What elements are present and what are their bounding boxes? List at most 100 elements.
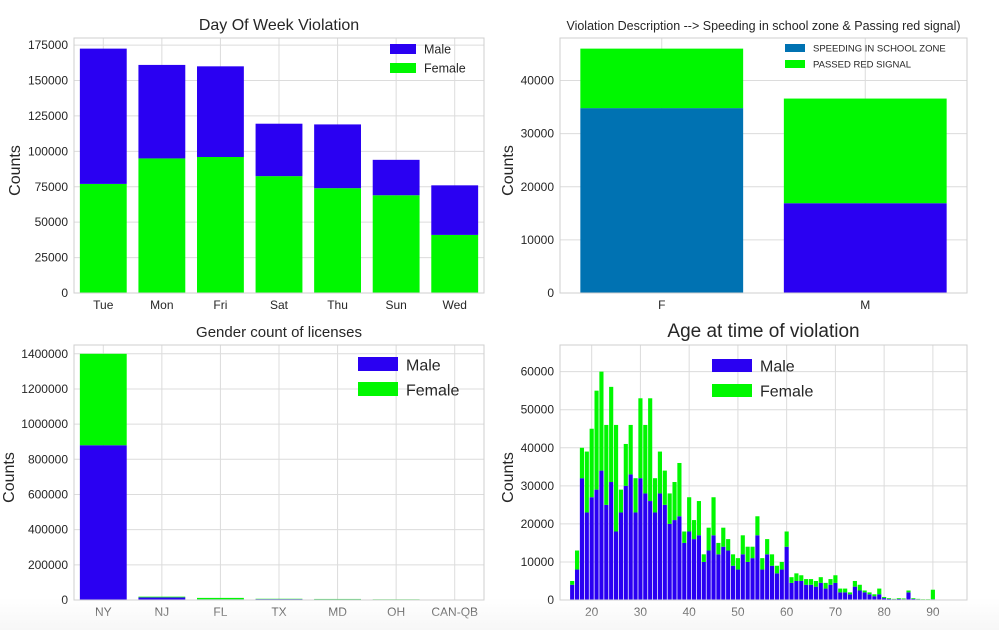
y-tick-label: 100000 — [28, 144, 68, 158]
bar — [594, 390, 599, 490]
bar — [833, 582, 838, 600]
bar — [784, 531, 789, 547]
x-tick-label: Sun — [385, 298, 406, 312]
y-tick-label: 20000 — [521, 180, 555, 194]
x-tick-label: MD — [328, 605, 347, 619]
y-tick-label: 1200000 — [21, 382, 68, 396]
legend: SPEEDING IN SCHOOL ZONE PASSED RED SIGNAL — [785, 44, 946, 71]
bar — [740, 535, 745, 555]
bar — [570, 580, 575, 585]
bar — [604, 504, 609, 600]
bar — [570, 584, 575, 600]
bar — [638, 398, 643, 479]
y-tick-label: 0 — [547, 286, 554, 300]
bar — [638, 478, 643, 600]
bar — [872, 594, 877, 597]
bar — [628, 474, 633, 600]
bar — [774, 573, 779, 600]
bar — [740, 554, 745, 600]
legend: Male Female — [712, 359, 813, 401]
bar — [657, 493, 662, 600]
bar — [843, 592, 848, 600]
bar — [711, 497, 716, 536]
bar — [138, 64, 186, 159]
bar — [657, 451, 662, 494]
y-tick-label: 50000 — [35, 215, 69, 229]
bar — [716, 554, 721, 600]
legend-swatch — [358, 357, 398, 371]
y-tick-label: 60000 — [521, 365, 555, 379]
bar — [862, 592, 867, 600]
bar — [623, 485, 628, 600]
legend-label: PASSED RED SIGNAL — [813, 60, 911, 71]
y-tick-label: 125000 — [28, 109, 68, 123]
bar — [745, 546, 750, 562]
bar — [784, 546, 789, 600]
bar — [314, 188, 361, 293]
y-tick-label: 200000 — [28, 558, 68, 572]
bar — [857, 584, 862, 591]
x-tick-label: Wed — [442, 298, 466, 312]
bar — [852, 586, 857, 600]
bar — [783, 98, 947, 204]
bar — [662, 470, 667, 505]
bar — [872, 596, 877, 600]
bar — [774, 565, 779, 574]
legend-label: Male — [406, 358, 441, 375]
bar — [823, 588, 828, 600]
x-tick-label: 20 — [585, 605, 599, 619]
bar — [808, 584, 814, 600]
chart-licenses: Gender count of licenses 0 200000 400000 600… — [1, 324, 485, 619]
bar — [886, 598, 892, 599]
bar — [609, 386, 614, 483]
bar — [580, 48, 744, 109]
bar — [769, 554, 775, 566]
bar — [735, 558, 740, 570]
plot-frame — [559, 37, 968, 294]
x-tick-label: 40 — [682, 605, 696, 619]
y-axis-label: Counts — [500, 452, 517, 503]
chart-dow: Day Of Week Violation 0 25000 50000 75000 100… — [7, 17, 485, 312]
bar — [911, 598, 916, 599]
bar — [750, 546, 755, 559]
bar — [79, 48, 127, 184]
bar — [730, 565, 736, 600]
x-tick-label: 50 — [731, 605, 745, 619]
bar — [652, 478, 658, 513]
bar — [838, 592, 843, 600]
y-tick-label: 175000 — [28, 38, 68, 52]
bar — [687, 531, 692, 600]
x-tick-label: OH — [387, 605, 405, 619]
bar — [79, 445, 127, 600]
chart-title: Day Of Week Violation — [199, 17, 359, 34]
x-tick-label: FL — [213, 605, 227, 619]
bar — [794, 573, 799, 581]
bar — [580, 108, 744, 293]
bar — [823, 582, 828, 589]
y-tick-label: 400000 — [28, 523, 68, 537]
bar — [783, 203, 947, 293]
bar — [589, 428, 594, 498]
bar — [813, 586, 818, 600]
x-tick-label: Thu — [327, 298, 348, 312]
bar — [667, 523, 672, 600]
bar — [799, 575, 804, 581]
x-tick-label: NY — [95, 605, 112, 619]
bar — [804, 579, 809, 585]
bar — [579, 447, 585, 479]
bar — [667, 493, 672, 524]
legend-label: Female — [760, 384, 813, 401]
bar — [721, 527, 726, 547]
bar — [745, 561, 750, 600]
bar — [696, 535, 701, 600]
y-tick-label: 10000 — [521, 233, 555, 247]
x-tick-label: Sat — [270, 298, 289, 312]
legend-label: Male — [424, 43, 451, 57]
y-tick-label: 0 — [61, 286, 68, 300]
bar — [682, 542, 687, 600]
bar — [701, 554, 706, 562]
bar — [721, 546, 726, 600]
bar — [701, 561, 706, 600]
bar — [682, 531, 687, 543]
legend-swatch — [785, 60, 805, 68]
